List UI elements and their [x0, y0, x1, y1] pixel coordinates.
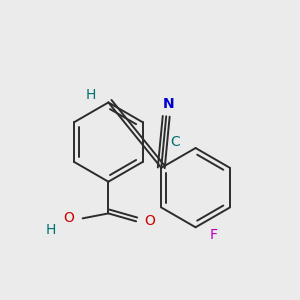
- Text: H: H: [85, 88, 96, 101]
- Text: H: H: [46, 223, 56, 237]
- Text: O: O: [63, 212, 74, 225]
- Text: F: F: [209, 228, 217, 242]
- Text: C: C: [171, 135, 181, 149]
- Text: N: N: [162, 98, 174, 111]
- Text: O: O: [145, 214, 155, 228]
